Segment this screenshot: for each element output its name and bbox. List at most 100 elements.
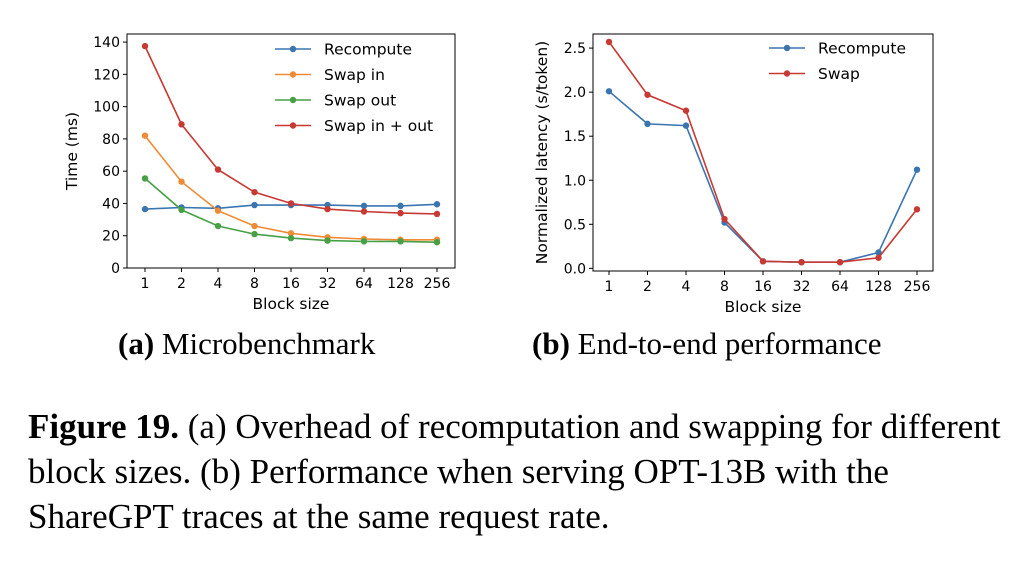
subcaption-a: (a) Microbenchmark xyxy=(118,326,375,362)
data-point xyxy=(360,238,368,245)
x-tick-label: 8 xyxy=(720,279,729,295)
y-tick-label: 1.5 xyxy=(564,129,586,145)
data-point xyxy=(287,234,295,242)
x-tick-label: 64 xyxy=(831,279,849,295)
x-tick-label: 4 xyxy=(682,279,691,295)
data-point xyxy=(324,237,331,244)
y-tick-label: 0 xyxy=(111,261,120,277)
legend-label: Recompute xyxy=(324,41,412,59)
y-axis-label: Time (ms) xyxy=(63,112,81,191)
y-tick-label: 120 xyxy=(93,67,120,83)
data-point xyxy=(875,254,882,261)
x-tick-label: 256 xyxy=(424,276,451,292)
subcaption-b-label: (b) xyxy=(532,326,570,361)
legend-marker xyxy=(289,71,297,78)
data-point xyxy=(433,238,441,246)
data-point xyxy=(251,222,258,230)
data-point xyxy=(605,88,613,95)
x-tick-label: 256 xyxy=(904,279,931,295)
data-point xyxy=(360,208,368,215)
figure-caption-label: Figure 19. xyxy=(28,407,180,446)
data-point xyxy=(721,215,728,223)
y-tick-label: 2.0 xyxy=(564,85,586,101)
legend-marker xyxy=(289,96,297,104)
data-point xyxy=(682,122,690,129)
figure-caption: Figure 19. (a) Overhead of recomputation… xyxy=(28,404,1003,539)
data-point xyxy=(644,120,651,128)
data-point xyxy=(433,210,441,218)
legend-marker xyxy=(783,70,791,77)
data-point xyxy=(287,200,295,207)
data-point xyxy=(913,166,921,173)
x-tick-label: 2 xyxy=(643,279,652,295)
subcaption-b-text: End-to-end performance xyxy=(577,326,882,361)
data-point xyxy=(360,202,368,210)
data-point xyxy=(836,258,844,266)
x-tick-label: 32 xyxy=(793,279,811,295)
legend-label: Swap in xyxy=(324,66,385,84)
data-point xyxy=(178,206,185,214)
data-point xyxy=(251,188,258,196)
chart-end-to-end: 0.0 0.5 1.0 1.5 2.0 2.5 1 2 4 8 16 32 64 128 256 Block … xyxy=(533,33,934,316)
data-point xyxy=(141,175,149,182)
data-point xyxy=(214,222,222,230)
data-point xyxy=(397,238,404,245)
data-point xyxy=(141,42,149,50)
x-axis-label: Block size xyxy=(253,295,330,313)
data-point xyxy=(397,202,404,210)
x-tick-label: 32 xyxy=(319,276,337,292)
data-point xyxy=(759,258,767,265)
x-tick-label: 128 xyxy=(865,279,892,295)
y-tick-label: 40 xyxy=(102,196,120,212)
y-tick-label: 60 xyxy=(102,164,120,180)
data-point xyxy=(913,206,921,213)
data-point xyxy=(287,230,295,237)
x-tick-label: 64 xyxy=(355,276,373,292)
data-point xyxy=(251,230,258,238)
series-line xyxy=(608,41,918,264)
series-line xyxy=(144,135,437,241)
legend-marker xyxy=(783,44,791,52)
plot-frame xyxy=(592,33,934,272)
data-point xyxy=(433,201,441,208)
subcaption-b: (b) End-to-end performance xyxy=(532,326,881,362)
data-point xyxy=(875,249,882,256)
x-tick-label: 1 xyxy=(141,276,150,292)
x-tick-label: 128 xyxy=(387,276,414,292)
y-tick-label: 0.5 xyxy=(564,217,586,233)
legend-label: Recompute xyxy=(818,40,906,58)
subcaption-a-label: (a) xyxy=(118,326,155,361)
x-tick-label: 4 xyxy=(214,276,223,292)
x-tick-label: 16 xyxy=(754,279,772,295)
legend-label: Swap out xyxy=(324,92,396,110)
y-tick-label: 140 xyxy=(93,35,120,51)
subcaption-a-text: Microbenchmark xyxy=(161,326,376,361)
legend-label: Swap in + out xyxy=(324,117,433,135)
data-point xyxy=(397,209,404,217)
legend-marker xyxy=(289,45,297,53)
x-tick-label: 16 xyxy=(282,276,300,292)
x-tick-label: 1 xyxy=(605,279,614,295)
y-tick-label: 2.5 xyxy=(564,41,586,57)
x-tick-label: 2 xyxy=(177,276,186,292)
x-tick-label: 8 xyxy=(250,276,259,292)
y-axis-label: Normalized latency (s/token) xyxy=(533,41,551,264)
data-point xyxy=(141,132,149,139)
data-point xyxy=(251,201,258,209)
data-point xyxy=(178,121,185,128)
y-tick-label: 80 xyxy=(102,132,120,148)
y-tick-label: 100 xyxy=(93,100,120,116)
x-axis-label: Block size xyxy=(725,298,802,316)
y-tick-label: 1.0 xyxy=(564,173,586,189)
data-point xyxy=(324,205,331,213)
chart-microbenchmark: 0 20 40 60 80 100 120 140 1 2 4 8 16 32 64 128 256 Block … xyxy=(63,33,456,313)
legend-marker xyxy=(289,122,297,129)
data-point xyxy=(214,166,222,173)
data-point xyxy=(214,207,222,214)
data-point xyxy=(605,38,613,46)
series-line xyxy=(608,90,918,264)
data-point xyxy=(178,178,185,185)
data-point xyxy=(141,205,149,213)
y-tick-label: 20 xyxy=(102,229,120,245)
